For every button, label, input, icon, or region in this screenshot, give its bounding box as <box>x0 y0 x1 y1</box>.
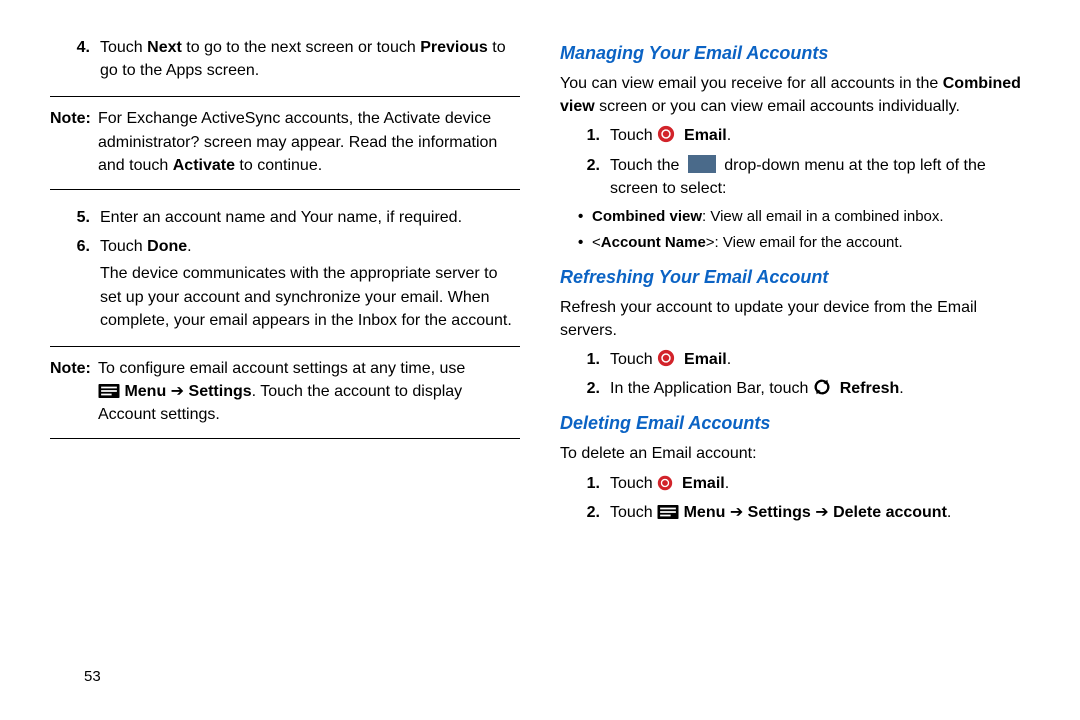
list-number: 4. <box>50 36 100 82</box>
list-number: 2. <box>560 377 610 400</box>
bold: Email <box>682 475 725 492</box>
text: . <box>727 127 731 144</box>
bold: Account Name <box>601 234 706 251</box>
text: Touch <box>610 351 657 368</box>
heading-refreshing: Refreshing Your Email Account <box>560 264 1030 290</box>
step-text: Touch Email. <box>610 348 1030 371</box>
note-text: For Exchange ActiveSync accounts, the Ac… <box>98 107 520 177</box>
refresh-icon <box>813 378 831 396</box>
bold: Email <box>684 351 727 368</box>
paragraph: You can view email you receive for all a… <box>560 72 1030 118</box>
text: You can view email you receive for all a… <box>560 75 943 92</box>
text: Touch the <box>610 157 684 174</box>
note-2: Note: To configure email account setting… <box>50 346 520 440</box>
text: In the Application Bar, touch <box>610 380 813 397</box>
text: The device communicates with the appropr… <box>100 262 520 332</box>
bullet-account-name: • <Account Name>: View email for the acc… <box>578 232 1030 254</box>
note-label: Note: <box>50 357 98 427</box>
text: Touch <box>610 475 657 492</box>
paragraph: Refresh your account to update your devi… <box>560 296 1030 342</box>
bold: Done <box>147 238 187 255</box>
email-icon <box>657 125 675 143</box>
delete-step-2: 2. Touch Menu ➔ Settings ➔ Delete accoun… <box>560 501 1030 524</box>
heading-managing: Managing Your Email Accounts <box>560 40 1030 66</box>
delete-step-1: 1. Touch Email. <box>560 472 1030 495</box>
list-number: 2. <box>560 501 610 524</box>
menu-icon <box>657 503 679 517</box>
text: Touch <box>100 238 147 255</box>
list-number: 1. <box>560 124 610 147</box>
step-text: Touch Email. <box>610 124 1030 147</box>
step-6-text: Touch Done. The device communicates with… <box>100 235 520 332</box>
menu-icon <box>98 382 120 396</box>
text: . <box>727 351 731 368</box>
text: To configure email account settings at a… <box>98 357 520 380</box>
managing-step-1: 1. Touch Email. <box>560 124 1030 147</box>
text: . <box>899 380 903 397</box>
bold: Settings <box>189 383 252 400</box>
text: . <box>725 475 729 492</box>
bullet: • <box>578 232 592 254</box>
list-number: 6. <box>50 235 100 332</box>
list-number: 1. <box>560 472 610 495</box>
note-line2: Menu ➔ Settings. Touch the account to di… <box>98 380 520 426</box>
bold: Email <box>684 127 727 144</box>
note-text: To configure email account settings at a… <box>98 357 520 427</box>
paragraph: To delete an Email account: <box>560 442 1030 465</box>
text: to continue. <box>235 157 322 174</box>
step-text: Touch Menu ➔ Settings ➔ Delete account. <box>610 501 1030 524</box>
bold: Previous <box>420 39 488 56</box>
email-icon <box>657 475 673 491</box>
text: Touch <box>610 127 657 144</box>
bold: Refresh <box>840 380 900 397</box>
text: Touch <box>610 504 657 521</box>
arrow: ➔ <box>166 383 188 400</box>
dropdown-icon <box>688 155 716 173</box>
bold: Settings <box>748 504 811 521</box>
page-number: 53 <box>84 668 101 685</box>
bold: Delete account <box>833 504 947 521</box>
text: Touch <box>100 39 147 56</box>
text: to go to the next screen or touch <box>182 39 420 56</box>
step-4: 4. Touch Next to go to the next screen o… <box>50 36 520 82</box>
step-text: Touch the drop-down menu at the top left… <box>610 154 1030 200</box>
heading-deleting: Deleting Email Accounts <box>560 410 1030 436</box>
bold: Activate <box>173 157 235 174</box>
text: screen or you can view email accounts in… <box>595 98 960 115</box>
refresh-step-2: 2. In the Application Bar, touch Refresh… <box>560 377 1030 400</box>
text: . <box>947 504 951 521</box>
bullet-combined-view: • Combined view: View all email in a com… <box>578 206 1030 228</box>
step-text: In the Application Bar, touch Refresh. <box>610 377 1030 400</box>
bold: Combined view <box>592 208 702 225</box>
arrow: ➔ <box>725 504 747 521</box>
step-text: Touch Email. <box>610 472 1030 495</box>
bold: Menu <box>124 383 166 400</box>
right-column: Managing Your Email Accounts You can vie… <box>560 36 1030 720</box>
text: : View all email in a combined inbox. <box>702 208 944 225</box>
list-number: 5. <box>50 206 100 229</box>
email-icon <box>657 349 675 367</box>
note-1: Note: For Exchange ActiveSync accounts, … <box>50 96 520 190</box>
left-column: 4. Touch Next to go to the next screen o… <box>50 36 520 720</box>
step-4-text: Touch Next to go to the next screen or t… <box>100 36 520 82</box>
managing-step-2: 2. Touch the drop-down menu at the top l… <box>560 154 1030 200</box>
bullet-text: <Account Name>: View email for the accou… <box>592 232 903 254</box>
refresh-step-1: 1. Touch Email. <box>560 348 1030 371</box>
bullet-text: Combined view: View all email in a combi… <box>592 206 944 228</box>
text: . <box>187 238 191 255</box>
step-5: 5. Enter an account name and Your name, … <box>50 206 520 229</box>
bold: Next <box>147 39 182 56</box>
bullet: • <box>578 206 592 228</box>
note-label: Note: <box>50 107 98 177</box>
bold: Menu <box>684 504 726 521</box>
arrow: ➔ <box>811 504 833 521</box>
list-number: 2. <box>560 154 610 200</box>
step-5-text: Enter an account name and Your name, if … <box>100 206 520 229</box>
list-number: 1. <box>560 348 610 371</box>
text: >: View email for the account. <box>706 234 903 251</box>
step-6: 6. Touch Done. The device communicates w… <box>50 235 520 332</box>
text: < <box>592 234 601 251</box>
